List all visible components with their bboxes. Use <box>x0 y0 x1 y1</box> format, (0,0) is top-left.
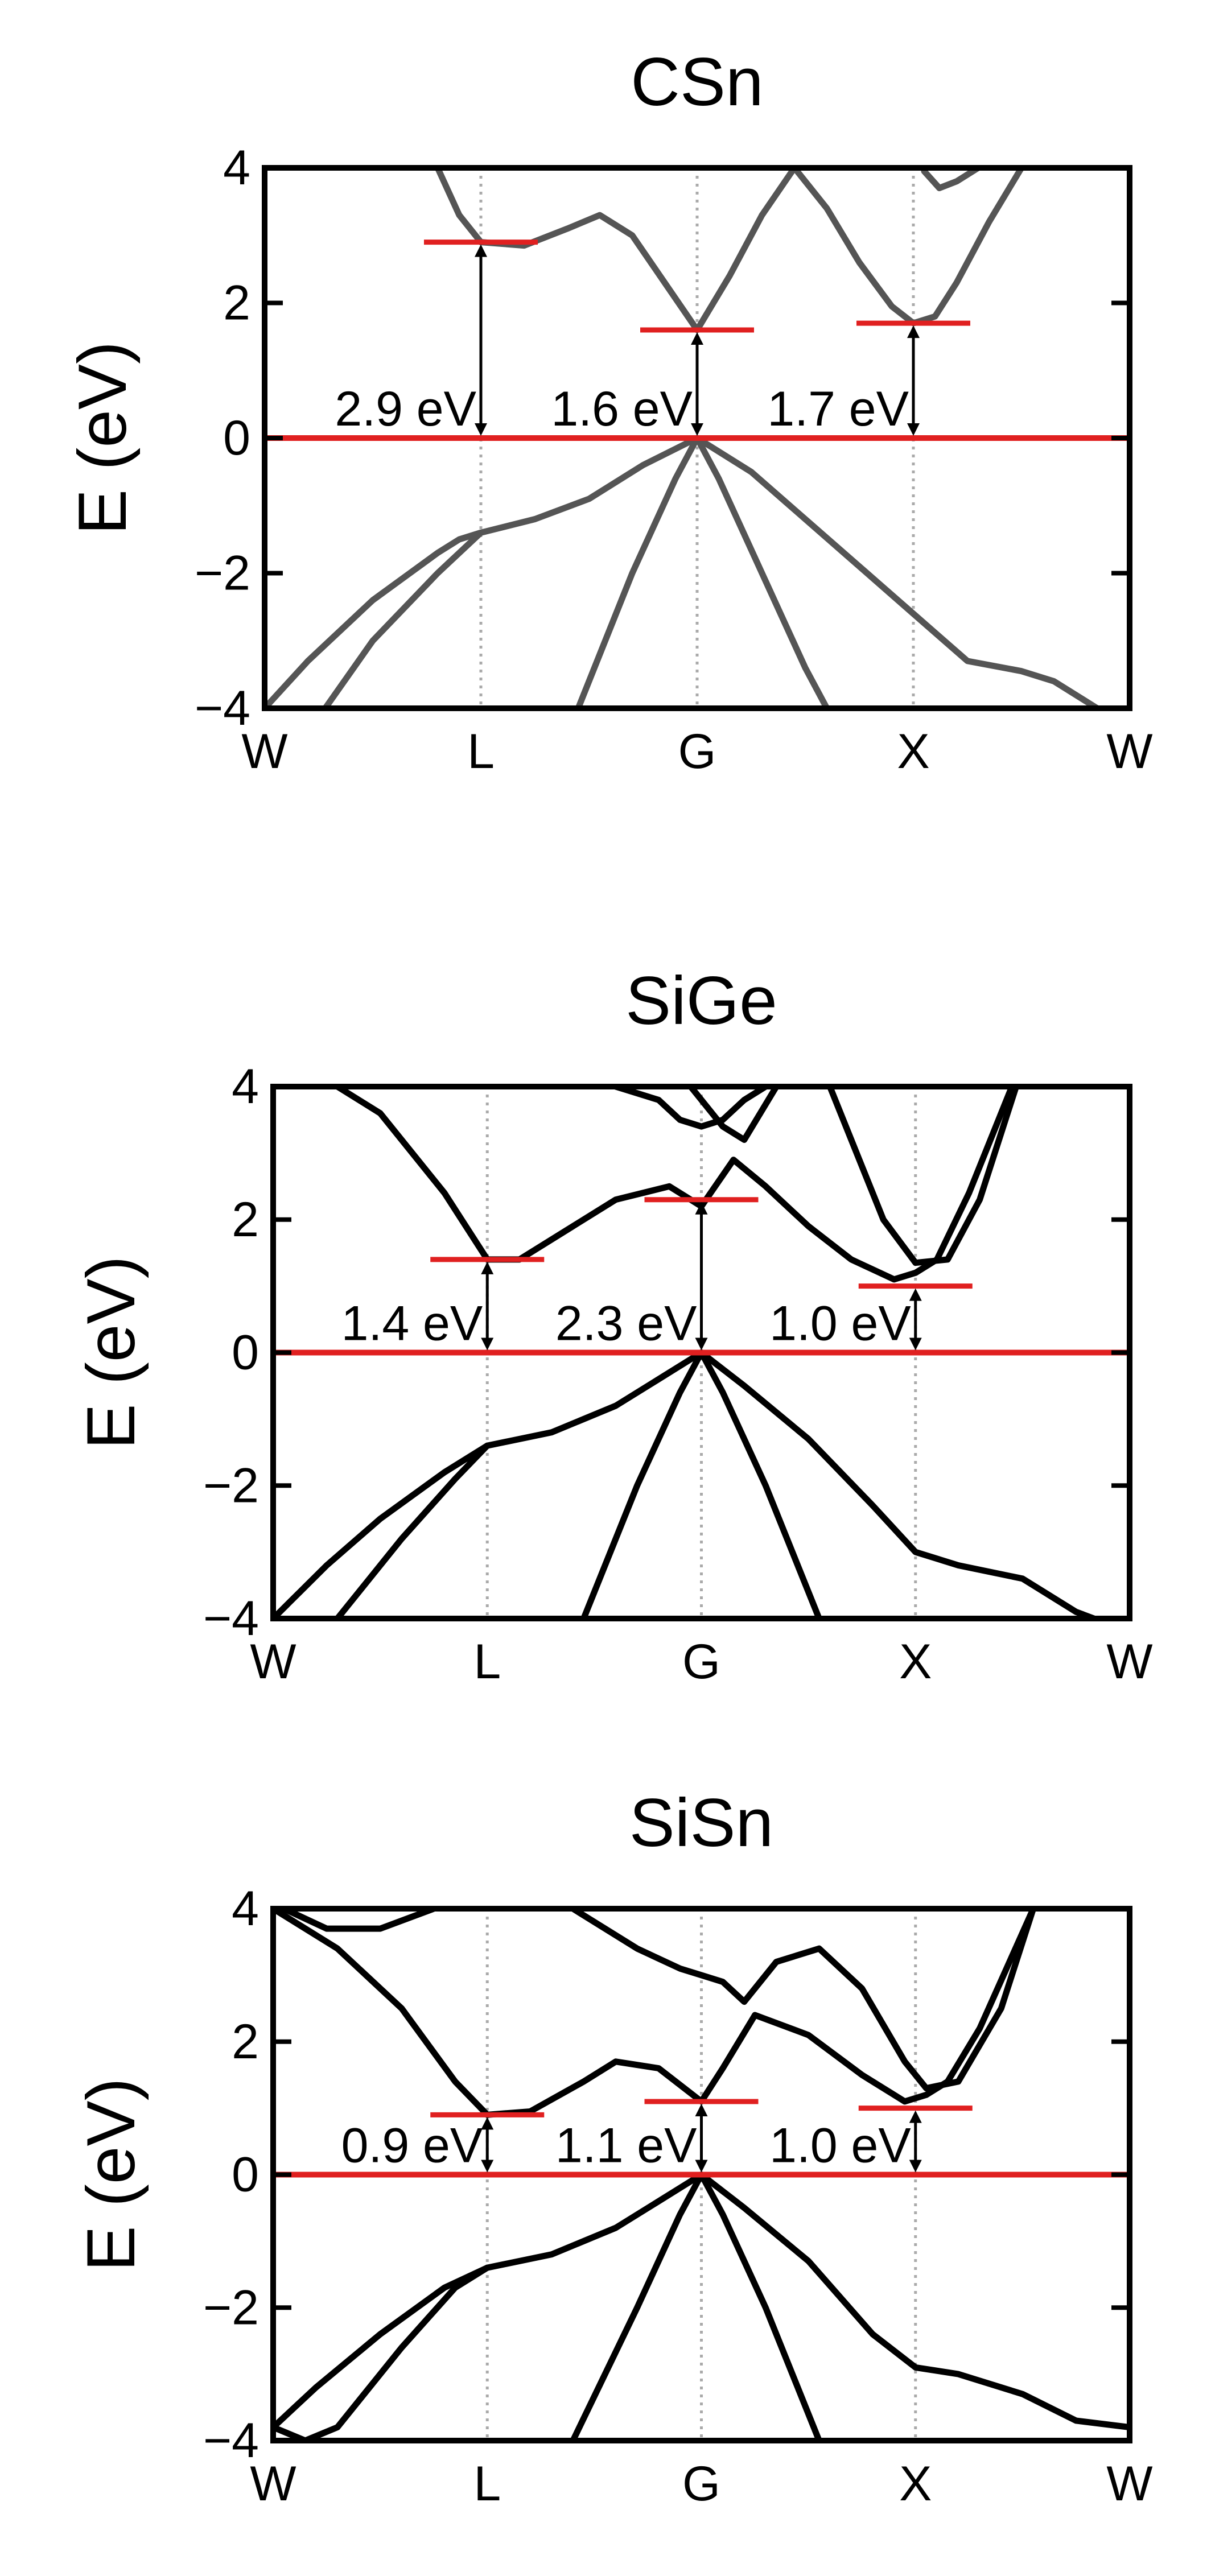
x-tick-label-w: W <box>241 724 287 779</box>
y-tick-label: 2 <box>223 276 250 331</box>
y-tick-label: 2 <box>232 1192 259 1247</box>
y-tick-label: 2 <box>232 2014 259 2069</box>
y-tick-label: −2 <box>203 1458 259 1513</box>
x-tick-label-w: W <box>1106 724 1152 779</box>
arrow-head-down <box>907 423 920 436</box>
y-tick-label: 0 <box>232 2148 259 2202</box>
arrow-head-down <box>909 2160 922 2173</box>
x-tick-label-x: X <box>899 2457 932 2511</box>
arrow-head-up <box>907 325 920 338</box>
x-tick-label-w: W <box>1106 2457 1152 2511</box>
x-tick-label-l: L <box>467 724 495 779</box>
gap-label-g: 1.1 eV <box>555 2119 697 2173</box>
gap-label-x: 1.0 eV <box>769 2119 911 2173</box>
band-line <box>334 1087 1015 1283</box>
x-tick-label-g: G <box>682 2457 720 2511</box>
band-line <box>334 1442 491 1619</box>
x-tick-label-l: L <box>473 2457 501 2511</box>
gap-label-x: 1.0 eV <box>769 1297 911 1351</box>
chart-title: SiSn <box>629 1785 773 1861</box>
gap-label-g: 1.6 eV <box>551 382 693 436</box>
band-line <box>322 529 484 708</box>
x-tick-label-x: X <box>899 1634 932 1689</box>
gap-label-l: 2.9 eV <box>335 382 476 436</box>
x-tick-label-w: W <box>250 2457 296 2511</box>
arrow-head-down <box>481 1337 494 1351</box>
arrow-head-up <box>695 1202 708 1215</box>
x-tick-label-g: G <box>678 724 716 779</box>
y-tick-label: 4 <box>223 141 250 195</box>
y-tick-label: 0 <box>232 1326 259 1380</box>
y-tick-label: 4 <box>232 1881 259 1936</box>
x-tick-label-w: W <box>250 1634 296 1689</box>
y-axis-label: E (eV) <box>73 2078 149 2271</box>
band-line <box>281 1909 437 1932</box>
arrow-head-down <box>909 1337 922 1351</box>
band-line <box>687 1087 780 1143</box>
arrow-head-up <box>695 2103 708 2116</box>
band-line <box>434 168 798 333</box>
y-tick-label: −2 <box>195 546 250 601</box>
arrow-head-up <box>475 244 487 257</box>
arrow-head-down <box>475 423 487 436</box>
x-tick-label-x: X <box>897 724 929 779</box>
y-tick-label: 4 <box>232 1059 259 1114</box>
arrow-head-up <box>691 332 703 345</box>
y-tick-label: −4 <box>195 681 250 736</box>
x-tick-label-g: G <box>682 1634 720 1689</box>
band-line <box>570 2172 822 2441</box>
band-line <box>791 168 1025 327</box>
arrow-head-down <box>695 1337 708 1351</box>
y-tick-label: −4 <box>203 1591 259 1646</box>
y-axis-label: E (eV) <box>73 1256 149 1449</box>
arrow-head-up <box>481 2117 494 2130</box>
chart-title: SiGe <box>625 963 777 1039</box>
y-axis-label: E (eV) <box>64 341 141 535</box>
y-tick-label: 0 <box>223 411 250 465</box>
gap-label-x: 1.7 eV <box>767 382 909 436</box>
arrow-head-up <box>909 1288 922 1301</box>
x-tick-label-l: L <box>473 1634 501 1689</box>
gap-label-l: 1.4 eV <box>341 1297 483 1351</box>
band-line <box>575 435 830 708</box>
y-tick-label: −4 <box>203 2413 259 2468</box>
arrow-head-up <box>909 2110 922 2123</box>
arrow-head-down <box>481 2160 494 2173</box>
band-line <box>273 2172 1130 2441</box>
y-tick-label: −2 <box>203 2280 259 2335</box>
band-line <box>570 1909 1037 2092</box>
x-tick-label-w: W <box>1106 1634 1152 1689</box>
gap-label-g: 2.3 eV <box>555 1297 697 1351</box>
chart-title: CSn <box>631 44 763 120</box>
band-line <box>273 2264 491 2431</box>
arrow-head-up <box>481 1261 494 1274</box>
arrow-head-down <box>691 423 703 436</box>
band-line <box>612 1087 769 1130</box>
band-line <box>921 168 982 192</box>
band-line <box>826 1087 1020 1266</box>
arrow-head-down <box>695 2160 708 2173</box>
gap-label-l: 0.9 eV <box>341 2119 483 2173</box>
